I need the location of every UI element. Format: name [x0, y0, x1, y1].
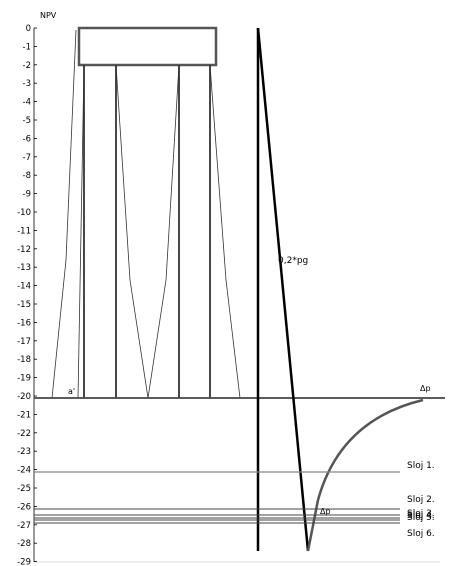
y-tick-label: -5: [23, 116, 31, 126]
y-tick-label: -10: [17, 208, 31, 218]
y-tick-label: -1: [23, 42, 31, 52]
y-tick-label: -28: [17, 539, 31, 549]
y-tick-label: -14: [17, 282, 31, 292]
y-tick-label: 0: [26, 24, 31, 34]
y-tick-label: -23: [17, 447, 31, 457]
a-prime-label: a': [68, 387, 75, 396]
y-tick-label: -20: [17, 392, 31, 402]
pressure-line-label: 0,2*pg: [278, 256, 308, 266]
influence-line-b: [147, 64, 180, 399]
y-tick-label: -17: [17, 337, 31, 347]
y-tick-label: -2: [23, 61, 31, 71]
delta-p-top-label: Δp: [420, 384, 431, 393]
y-tick-label: -9: [23, 190, 31, 200]
y-tick-label: -16: [17, 318, 31, 328]
layer-label-2: Sloj 2.: [407, 495, 435, 505]
influence-line-left: [51, 29, 77, 399]
y-tick-label: -26: [17, 502, 31, 512]
layer-label-6: Sloj 6.: [407, 529, 435, 539]
y-tick-label: -12: [17, 245, 31, 255]
pressure-line: [256, 27, 310, 552]
y-tick-label: -22: [17, 429, 31, 439]
y-tick-label: -13: [17, 263, 31, 273]
y-tick-label: -19: [17, 374, 31, 384]
influence-line-a: [115, 64, 149, 399]
layer-label-3: Sloj 3.: [407, 509, 435, 519]
y-tick-label: -7: [23, 153, 31, 163]
y-tick-label: -3: [23, 79, 31, 89]
pressure-curve: [306, 398, 424, 552]
influence-line-pile-1: [77, 64, 85, 399]
y-axis-ticks: 0 -1 -2 -3 -4 -5 -6 -7 -8 -9 -10 -11 -12 -13 -14 -15 -16…: [17, 24, 37, 566]
y-tick-label: -24: [17, 466, 31, 476]
y-tick-label: -6: [23, 134, 31, 144]
y-tick-label: -25: [17, 484, 31, 494]
y-tick-label: -8: [23, 171, 31, 181]
layer-label-1: Sloj 1.: [407, 461, 435, 471]
y-tick-label: -29: [17, 558, 31, 566]
y-tick-label: -11: [17, 226, 31, 236]
y-tick-label: -27: [17, 521, 31, 531]
y-tick-label: -21: [17, 410, 31, 420]
y-tick-label: -4: [23, 98, 31, 108]
layer-label-5: Sloj 5.: [407, 513, 435, 523]
y-tick-label: -18: [17, 355, 31, 365]
pile-cap: [77, 26, 218, 67]
influence-line-right: [209, 64, 241, 399]
axis-title: NPV: [40, 11, 57, 20]
layer-label-4: Sloj 4.: [407, 511, 435, 521]
y-tick-label: -15: [17, 300, 31, 310]
delta-p-bottom-label: Δp: [320, 507, 331, 516]
